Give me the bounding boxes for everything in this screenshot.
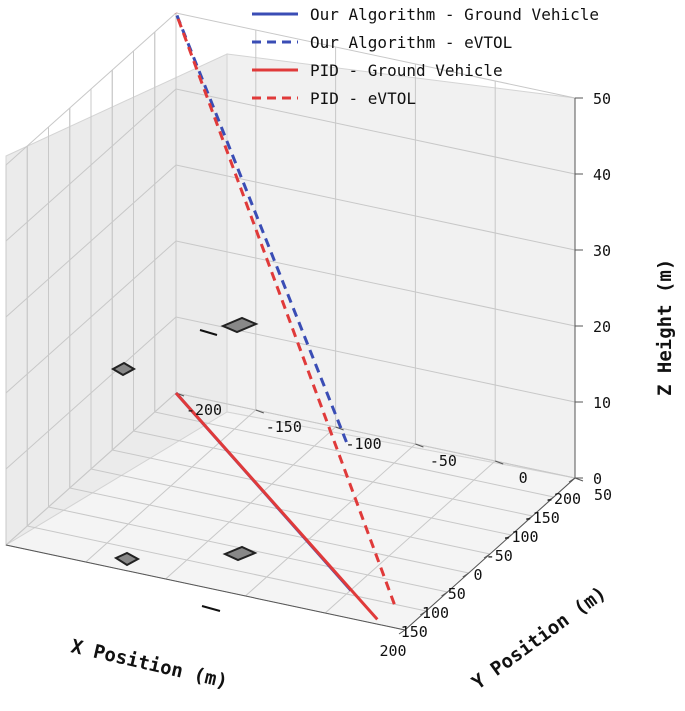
grid-line-x <box>154 411 554 498</box>
x-tick-label: 50 <box>448 585 466 603</box>
z-tick-label: 40 <box>593 166 611 184</box>
z-tick-label: 10 <box>593 394 611 412</box>
x-tick <box>419 610 427 616</box>
y-tick-label: 0 <box>519 469 528 487</box>
grid-line-z <box>175 12 576 99</box>
grid-line-y <box>245 443 416 597</box>
legend-label-0: Our Algorithm - Ground Vehicle <box>310 5 599 24</box>
x-tick-label: -150 <box>524 509 560 527</box>
grid-line-z <box>175 88 576 175</box>
z-tick-label: 30 <box>593 242 611 260</box>
x-tick <box>568 477 576 483</box>
y-tick-label: -50 <box>430 452 457 470</box>
grid-line-z <box>175 240 576 327</box>
marker-dash <box>201 605 221 612</box>
x-tick <box>526 515 533 521</box>
series-layer <box>174 12 396 621</box>
y-tick-label: -100 <box>346 435 382 453</box>
y-tick <box>415 443 424 448</box>
back-pane <box>226 53 576 479</box>
z-axis-label: Z Height (m) <box>654 259 676 396</box>
grid-line-x <box>27 525 427 612</box>
y-tick-label: -200 <box>186 401 222 419</box>
grid-line-x <box>90 468 491 555</box>
x-tick-label: 200 <box>379 642 406 660</box>
legend: Our Algorithm - Ground Vehicle Our Algori… <box>252 5 599 108</box>
grid-line-x <box>133 430 533 517</box>
grid-line-z <box>175 316 576 403</box>
legend-label-1: Our Algorithm - eVTOL <box>310 33 512 52</box>
grid-line-z <box>175 392 576 479</box>
x-tick-label: 0 <box>473 566 482 584</box>
grid-line-y <box>165 426 336 580</box>
grid-line-x <box>69 487 469 574</box>
y-tick <box>495 460 504 465</box>
z-tick-label: 0 <box>593 470 602 488</box>
x-tick-label: 150 <box>401 623 428 641</box>
vehicle-markers <box>110 316 259 612</box>
marker-square <box>220 316 259 334</box>
x-tick <box>504 534 512 540</box>
y-axis-label: Y Position (m) <box>468 582 611 694</box>
marker-square <box>110 361 137 377</box>
x-tick <box>398 629 406 635</box>
y-tick-label: -150 <box>266 418 302 436</box>
marker-square <box>113 551 141 567</box>
legend-label-3: PID - eVTOL <box>310 89 416 108</box>
y-axis-line <box>5 544 406 631</box>
legend-label-2: PID - Ground Vehicle <box>310 61 503 80</box>
grid-line-y <box>324 460 496 614</box>
x-axis-label: X Position (m) <box>69 635 230 692</box>
z-tick-label: 20 <box>593 318 611 336</box>
series-line-2 <box>174 392 379 621</box>
marker-dash <box>199 329 218 336</box>
x-tick <box>547 496 555 502</box>
x-tick <box>441 591 448 597</box>
grid-line-z <box>175 164 576 251</box>
x-tick-label: -50 <box>486 547 513 565</box>
x-tick-label: -200 <box>545 490 581 508</box>
x-tick-label: 100 <box>422 604 449 622</box>
x-tick <box>483 553 491 559</box>
y-tick-label: 50 <box>594 486 612 504</box>
x-tick <box>462 572 470 578</box>
x-tick-label: -100 <box>502 528 538 546</box>
grid-line-y <box>85 409 257 563</box>
z-tick-label: 50 <box>593 90 611 108</box>
grid-line-x <box>112 449 512 536</box>
series-line-1 <box>174 12 348 443</box>
marker-square <box>222 545 258 562</box>
y-tick <box>255 409 264 414</box>
series-line-3 <box>174 12 396 605</box>
tick-labels: 200150100500-50-100-150-200-200-150-100-… <box>186 90 612 660</box>
